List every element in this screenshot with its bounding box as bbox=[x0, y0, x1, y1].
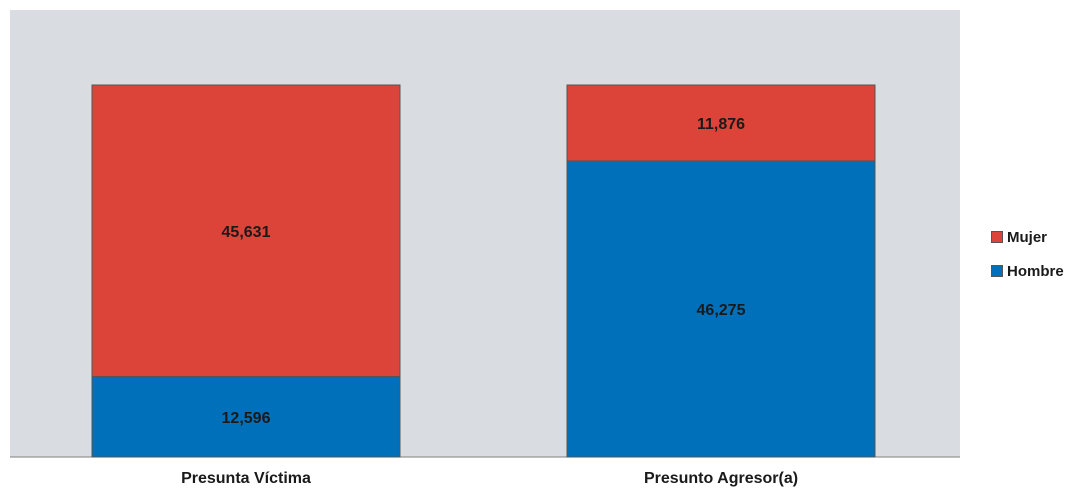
bars-group: 12,596 45,631 46,275 11,876 bbox=[91, 84, 876, 458]
data-label-hombre-0: 12,596 bbox=[222, 410, 271, 427]
x-tick-label-1: Presunto Agresor(a) bbox=[644, 470, 798, 487]
bar-hombre-1 bbox=[566, 160, 876, 458]
x-tick-label-0: Presunta Víctima bbox=[181, 470, 311, 487]
bar-mujer-1 bbox=[566, 84, 876, 162]
legend-item-hombre: Hombre bbox=[991, 254, 1064, 288]
bar-mujer-0 bbox=[91, 84, 401, 378]
legend-label-mujer: Mujer bbox=[1007, 228, 1048, 246]
data-label-mujer-1: 11,876 bbox=[697, 116, 745, 133]
data-label-mujer-0: 45,631 bbox=[222, 224, 271, 241]
legend-label-hombre: Hombre bbox=[1007, 262, 1064, 280]
legend-swatch-mujer bbox=[991, 231, 1003, 243]
x-tick-labels: Presunta Víctima Presunto Agresor(a) bbox=[181, 470, 798, 487]
legend-item-mujer: Mujer bbox=[991, 220, 1064, 254]
data-label-hombre-1: 46,275 bbox=[697, 302, 746, 319]
legend: Mujer Hombre bbox=[991, 220, 1064, 288]
legend-swatch-hombre bbox=[991, 265, 1003, 277]
bar-hombre-0 bbox=[91, 376, 401, 458]
